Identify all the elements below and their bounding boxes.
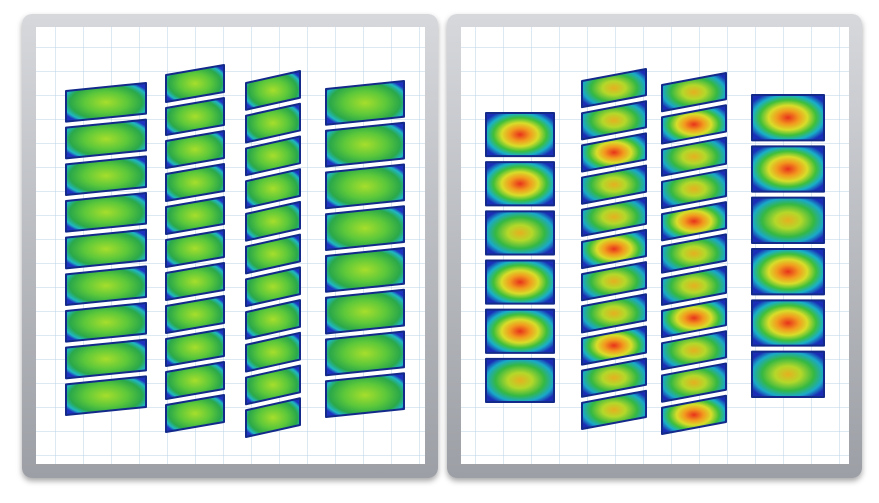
- tread-block: [165, 163, 225, 202]
- tread-block: [485, 357, 555, 403]
- tread-block: [245, 331, 301, 373]
- tread-footprint: [65, 64, 405, 438]
- tread-block: [751, 350, 825, 398]
- tread-block: [65, 338, 147, 380]
- tread-block: [485, 210, 555, 256]
- tread-block: [661, 104, 727, 145]
- tread-block: [65, 82, 147, 123]
- tread-block: [165, 64, 225, 103]
- tread-block: [325, 372, 405, 418]
- tread-block: [245, 364, 301, 406]
- tread-block: [581, 132, 647, 173]
- tread-block: [485, 308, 555, 354]
- tread-block: [165, 361, 225, 400]
- tread-block: [661, 136, 727, 177]
- tread-block: [661, 233, 727, 274]
- tread-block: [485, 161, 555, 207]
- right-panel: [447, 14, 862, 478]
- tread-block: [245, 397, 301, 438]
- tread-block: [581, 196, 647, 237]
- tread-block: [325, 163, 405, 210]
- tread-footprint: [485, 68, 825, 435]
- tread-block: [65, 265, 147, 306]
- tread-block: [245, 102, 301, 144]
- tread-block: [245, 135, 301, 177]
- tread-block: [165, 196, 225, 235]
- tread-block: [165, 295, 225, 334]
- tread-block: [65, 192, 147, 233]
- tread-block: [65, 155, 147, 196]
- tread-block: [485, 259, 555, 305]
- tread-block: [661, 330, 727, 371]
- tread-block: [581, 164, 647, 205]
- tread-block: [65, 302, 147, 343]
- tread-block: [661, 201, 727, 242]
- tread-block: [325, 288, 405, 335]
- tread-block: [65, 228, 147, 270]
- tread-block: [245, 200, 301, 242]
- tread-block: [65, 118, 147, 160]
- tread-block: [751, 94, 825, 142]
- tread-block: [581, 293, 647, 334]
- tread-block: [245, 70, 301, 111]
- tread-block: [325, 247, 405, 293]
- tread-block: [751, 145, 825, 193]
- tread-block: [581, 357, 647, 398]
- tread-block: [165, 130, 225, 169]
- tread-block: [581, 389, 647, 430]
- tread-block: [245, 266, 301, 308]
- tread-block: [661, 362, 727, 403]
- tread-block: [661, 394, 727, 435]
- tread-block: [581, 325, 647, 366]
- tread-block: [165, 229, 225, 268]
- tread-block: [325, 80, 405, 126]
- tread-block: [661, 265, 727, 306]
- tread-block: [165, 97, 225, 136]
- tread-block: [165, 262, 225, 301]
- tread-block: [165, 328, 225, 367]
- left-panel: [22, 14, 438, 478]
- tread-block: [751, 299, 825, 347]
- tread-block: [245, 168, 301, 209]
- tread-block: [245, 233, 301, 275]
- tread-block: [661, 72, 727, 113]
- tread-block: [65, 375, 147, 416]
- tread-block: [751, 196, 825, 244]
- tread-block: [165, 394, 225, 433]
- tread-block: [325, 121, 405, 168]
- tread-block: [581, 68, 647, 109]
- tread-block: [661, 168, 727, 210]
- tread-block: [325, 330, 405, 377]
- tread-block: [581, 228, 647, 270]
- tread-block: [245, 299, 301, 340]
- tread-block: [581, 100, 647, 141]
- tread-block: [661, 297, 727, 339]
- tread-block: [751, 248, 825, 296]
- tread-block: [325, 205, 405, 251]
- tread-block: [485, 112, 555, 158]
- tread-block: [581, 261, 647, 302]
